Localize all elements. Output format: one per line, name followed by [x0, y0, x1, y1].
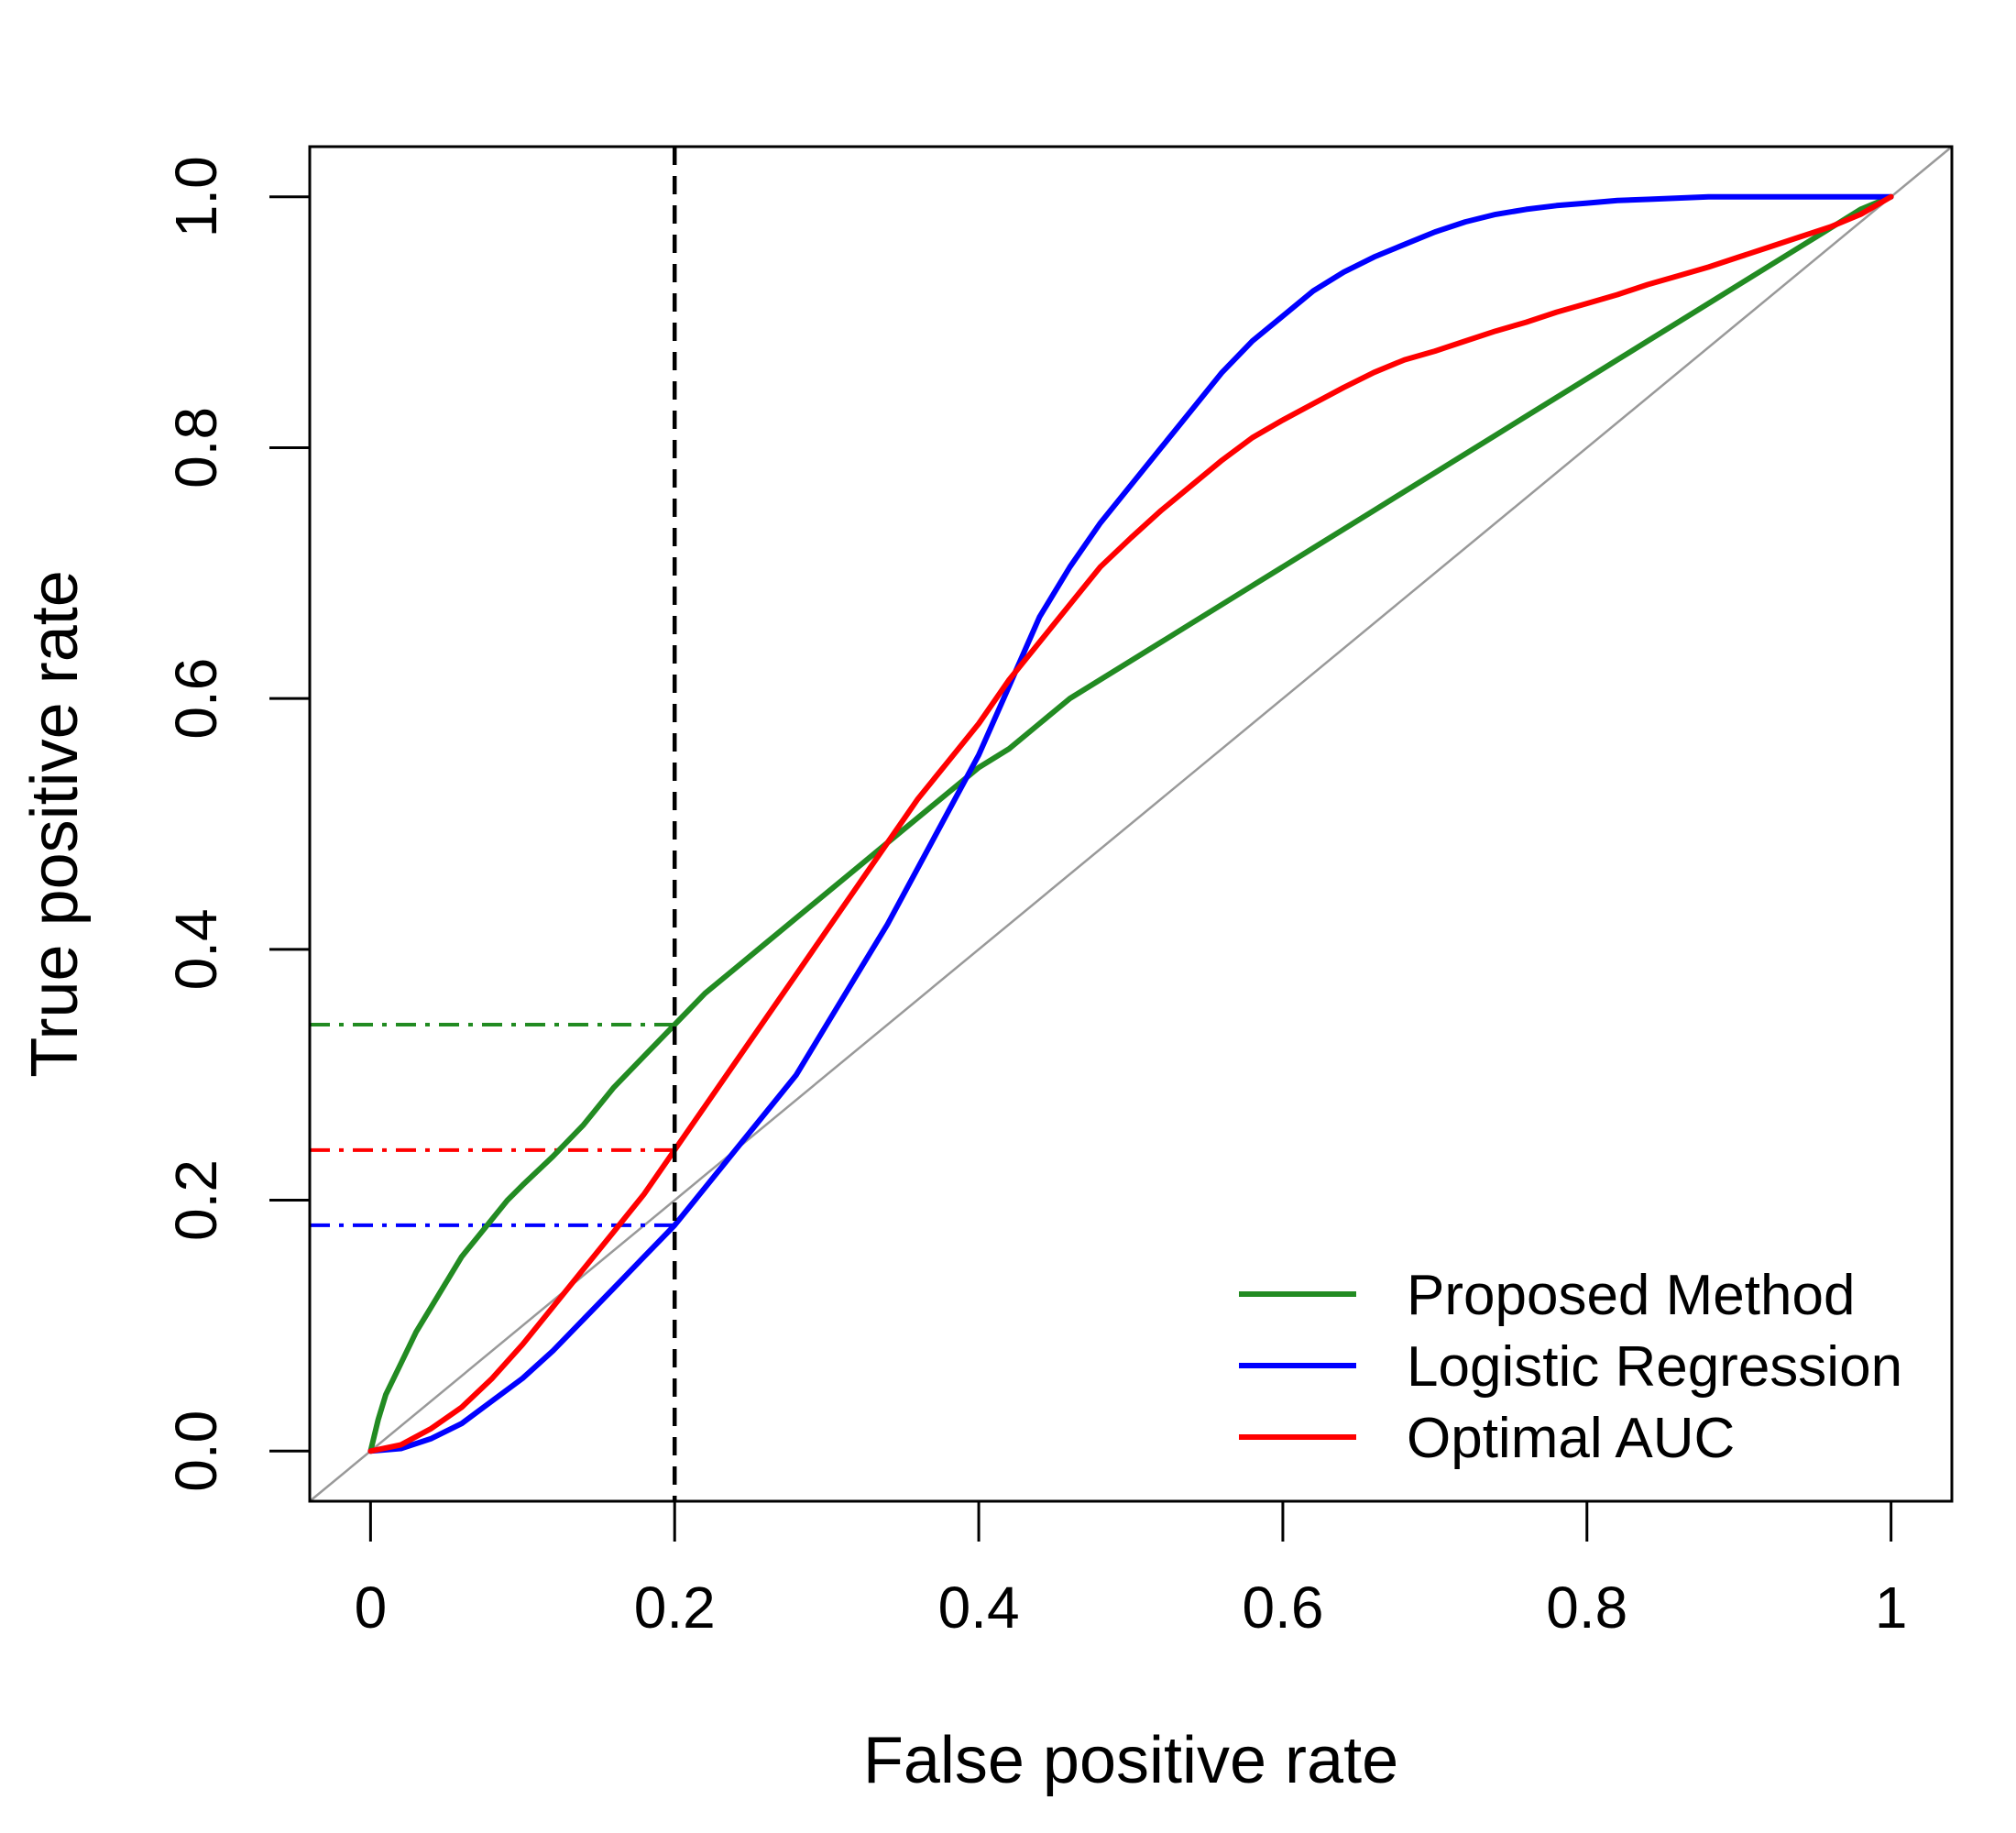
y-tick-label: 1.0: [163, 156, 229, 237]
y-tick-label: 0.2: [163, 1159, 229, 1241]
legend-label-optimal-auc: Optimal AUC: [1407, 1407, 1735, 1470]
x-axis-title: False positive rate: [863, 1724, 1398, 1797]
x-tick-label: 0: [355, 1575, 388, 1641]
y-tick-label: 0.8: [163, 407, 229, 488]
plot-area: [309, 146, 1953, 1502]
y-tick-label: 0.6: [163, 658, 229, 740]
legend-label-proposed-method: Proposed Method: [1407, 1264, 1855, 1327]
y-axis-title: True positive rate: [18, 570, 92, 1078]
x-tick-label: 0.6: [1242, 1575, 1323, 1641]
y-tick-label: 0.4: [163, 908, 229, 990]
axes: 0 0.2 0.4 0.6 0.8 1 0.0 0.2 0.4 0.6 0.8 1.0: [163, 145, 1954, 1641]
x-tick-label: 1: [1875, 1575, 1908, 1641]
x-tick-label: 0.8: [1546, 1575, 1627, 1641]
series-line-proposed-method: [367, 193, 1894, 1454]
reference-diagonal-line: [309, 146, 1953, 1502]
legend: Proposed Method Logistic Regression Optima…: [1239, 1264, 1902, 1470]
series-line-logistic-regression: [367, 193, 1894, 1454]
y-tick-label: 0.0: [163, 1410, 229, 1492]
legend-label-logistic-regression: Logistic Regression: [1407, 1335, 1902, 1399]
x-tick-label: 0.4: [938, 1575, 1020, 1641]
x-tick-label: 0.2: [634, 1575, 716, 1641]
series-line-optimal-auc: [367, 193, 1894, 1454]
